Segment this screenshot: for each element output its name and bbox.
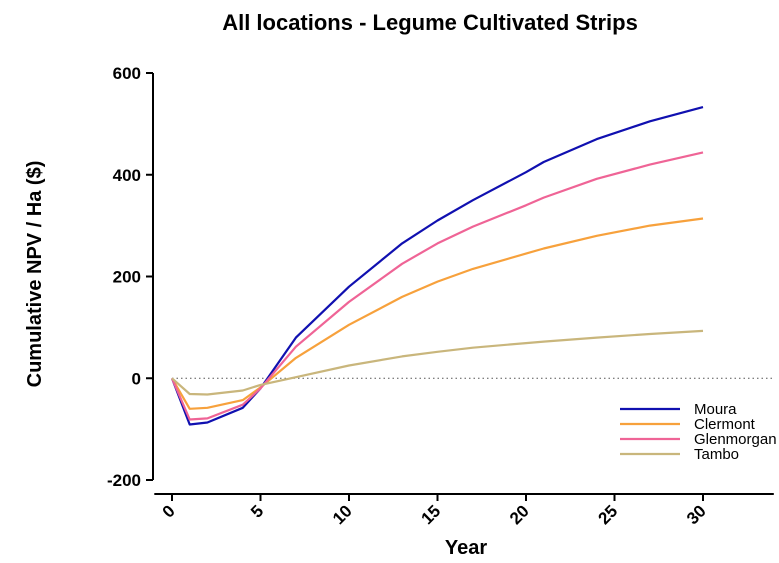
y-tick-label: 400 bbox=[113, 166, 141, 185]
y-axis: -200 0 200 400 600 bbox=[107, 64, 154, 490]
series-line-moura bbox=[170, 106, 704, 426]
x-tick-label: 15 bbox=[418, 501, 445, 528]
y-tick-label: 600 bbox=[113, 64, 141, 83]
legend-label-moura: Moura bbox=[694, 401, 737, 418]
x-tick-label: 30 bbox=[683, 501, 710, 528]
x-tick-label: 5 bbox=[247, 501, 267, 521]
y-axis-label: Cumulative NPV / Ha ($) bbox=[24, 161, 46, 388]
plot-area bbox=[170, 106, 774, 426]
legend-label-glenmorgan: Glenmorgan bbox=[694, 431, 777, 448]
x-tick-label: 25 bbox=[595, 501, 622, 528]
legend-label-tambo: Tambo bbox=[694, 446, 739, 463]
series-line-clermont bbox=[171, 217, 704, 410]
x-axis: 0 5 10 15 20 25 30 bbox=[154, 493, 774, 528]
x-tick-label: 10 bbox=[329, 501, 356, 528]
y-tick-label: 200 bbox=[113, 268, 141, 287]
y-tick-label: 0 bbox=[132, 369, 141, 388]
series-line-tambo bbox=[171, 329, 704, 396]
x-tick-label: 20 bbox=[506, 501, 533, 528]
legend-label-clermont: Clermont bbox=[694, 416, 756, 433]
chart-title: All locations - Legume Cultivated Strips bbox=[222, 10, 638, 35]
series-line-glenmorgan bbox=[170, 151, 704, 421]
y-tick-label: -200 bbox=[107, 471, 141, 490]
x-axis-label: Year bbox=[445, 537, 487, 559]
x-tick-label: 0 bbox=[159, 501, 179, 521]
